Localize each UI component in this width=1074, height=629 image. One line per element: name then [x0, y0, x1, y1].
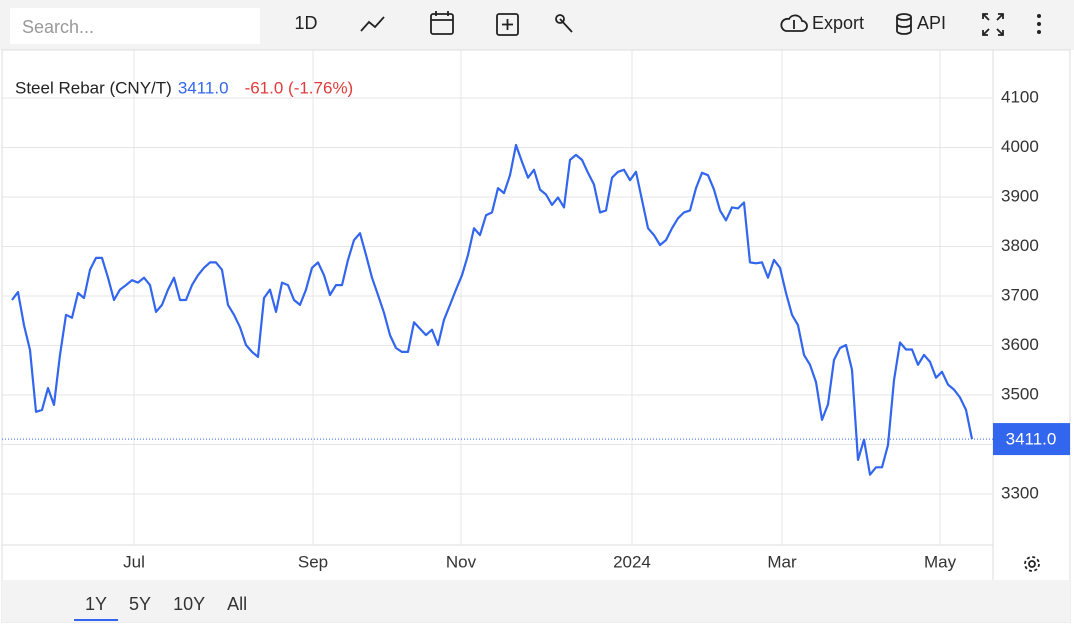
interval-button[interactable]: 1D [294, 13, 317, 33]
y-tick-label: 3800 [1001, 236, 1039, 255]
y-tick-label: 3300 [1001, 483, 1039, 502]
y-tick-label: 3500 [1001, 384, 1039, 403]
x-tick-label: May [924, 552, 957, 571]
last-price-box [993, 423, 1070, 456]
x-tick-label: 2024 [613, 552, 651, 571]
plot: 330034003500360037003800390040004100JulS… [2, 50, 1070, 571]
x-tick-label: Sep [298, 552, 328, 571]
calendar-icon[interactable] [430, 11, 454, 35]
export-button[interactable]: Export [812, 13, 864, 33]
range-bar [2, 580, 1070, 622]
range-button[interactable]: 5Y [129, 594, 151, 614]
menu-icon[interactable] [1037, 14, 1041, 34]
api-icon[interactable] [896, 13, 912, 35]
gear-icon[interactable] [1024, 556, 1040, 572]
y-tick-label: 3900 [1001, 186, 1039, 205]
chart-frame [1, 49, 1071, 623]
api-button[interactable]: API [917, 13, 946, 33]
chart-title: Steel Rebar (CNY/T) [15, 78, 172, 97]
search-box[interactable] [10, 8, 260, 44]
y-tick-label: 3600 [1001, 335, 1039, 354]
y-tick-label: 4100 [1001, 87, 1039, 106]
x-tick-label: Mar [767, 552, 797, 571]
change-label: -61.0 (-1.76%) [245, 78, 354, 97]
x-tick-label: Jul [123, 552, 145, 571]
compare-icon[interactable] [496, 13, 519, 36]
chart-type-icon[interactable] [360, 16, 385, 32]
x-tick-label: Nov [446, 552, 477, 571]
price-line [11, 143, 974, 476]
range-button[interactable]: 10Y [173, 594, 205, 614]
last-price-label: 3411.0 [1006, 430, 1057, 449]
search-placeholder: Search... [22, 17, 94, 37]
export-icon[interactable] [780, 14, 808, 32]
y-tick-label: 4000 [1001, 137, 1039, 156]
price-label: 3411.0 [178, 78, 229, 97]
y-tick-label: 3700 [1001, 285, 1039, 304]
settings-wrench-icon[interactable] [555, 14, 573, 33]
range-button[interactable]: 1Y [85, 594, 107, 614]
fullscreen-icon[interactable] [982, 13, 1004, 36]
range-button[interactable]: All [227, 594, 247, 614]
